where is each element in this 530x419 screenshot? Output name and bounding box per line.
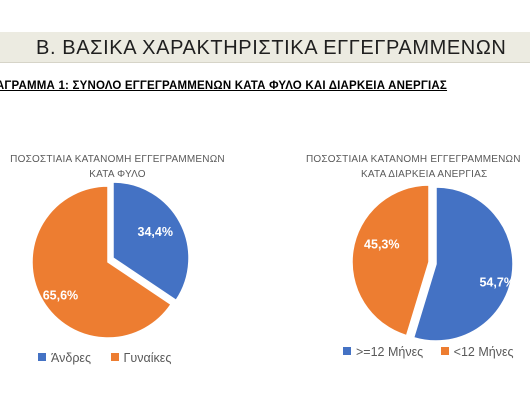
legend-entry-women: Γυναίκες [110, 351, 172, 365]
pie-slice-12-plus-months [412, 186, 514, 342]
legend-label-12-plus-months: >=12 Μήνες [356, 345, 424, 359]
legend-swatch-under-12-months [440, 347, 449, 355]
chart-duration-title-line-2: ΚΑΤΑ ΔΙΑΡΚΕΙΑ ΑΝΕΡΓΙΑΣ [361, 169, 488, 180]
chart-gender-title-line-2: ΚΑΤΑ ΦΥΛΟ [89, 169, 146, 180]
pie-label-women: 65,6% [43, 288, 78, 302]
pie-slice-under-12-months [351, 184, 430, 337]
legend-entry-under-12-months: <12 Μήνες [440, 345, 514, 359]
legend-label-men: Άνδρες [51, 351, 92, 365]
pie-label-12-plus-months: 54,7% [479, 275, 514, 289]
pie-slice-women [31, 185, 173, 339]
legend-entry-men: Άνδρες [38, 351, 91, 365]
legend-swatch-12-plus-months [343, 347, 351, 355]
legend-swatch-men [38, 353, 46, 361]
legend-label-under-12-months: <12 Μήνες [453, 345, 514, 359]
legend-label-women: Γυναίκες [123, 351, 172, 365]
section-title: Β. ΒΑΣΙΚΑ ΧΑΡΑΚΤΗΡΙΣΤΙΚΑ ΕΓΓΕΓΡΑΜΜΕΝΩΝ [36, 37, 507, 59]
legend-entry-12-plus-months: >=12 Μήνες [343, 345, 423, 359]
legend-duration: >=12 Μήνες <12 Μήνες [343, 345, 514, 359]
pie-label-men: 34,4% [138, 225, 173, 239]
diagram-title: ΔΙΑΓΡΑΜΜΑ 1: ΣΥΝΟΛΟ ΕΓΓΕΓΡΑΜΜΕΝΩΝ ΚΑΤΑ Φ… [0, 80, 448, 92]
chart-duration-title-line-1: ΠΟΣΟΣΤΙΑΙΑ ΚΑΤΑΝΟΜΗ ΕΓΓΕΓΡΑΜΜΕΝΩΝ [306, 154, 521, 165]
pie-slice-men [112, 181, 190, 302]
legend-swatch-women [110, 353, 119, 361]
section-header-band [0, 32, 530, 63]
pie-label-under-12-months: 45,3% [364, 237, 399, 251]
chart-gender-title-line-1: ΠΟΣΟΣΤΙΑΙΑ ΚΑΤΑΝΟΜΗ ΕΓΓΕΓΡΑΜΜΕΝΩΝ [10, 154, 225, 165]
legend-gender: Άνδρες Γυναίκες [38, 351, 171, 365]
